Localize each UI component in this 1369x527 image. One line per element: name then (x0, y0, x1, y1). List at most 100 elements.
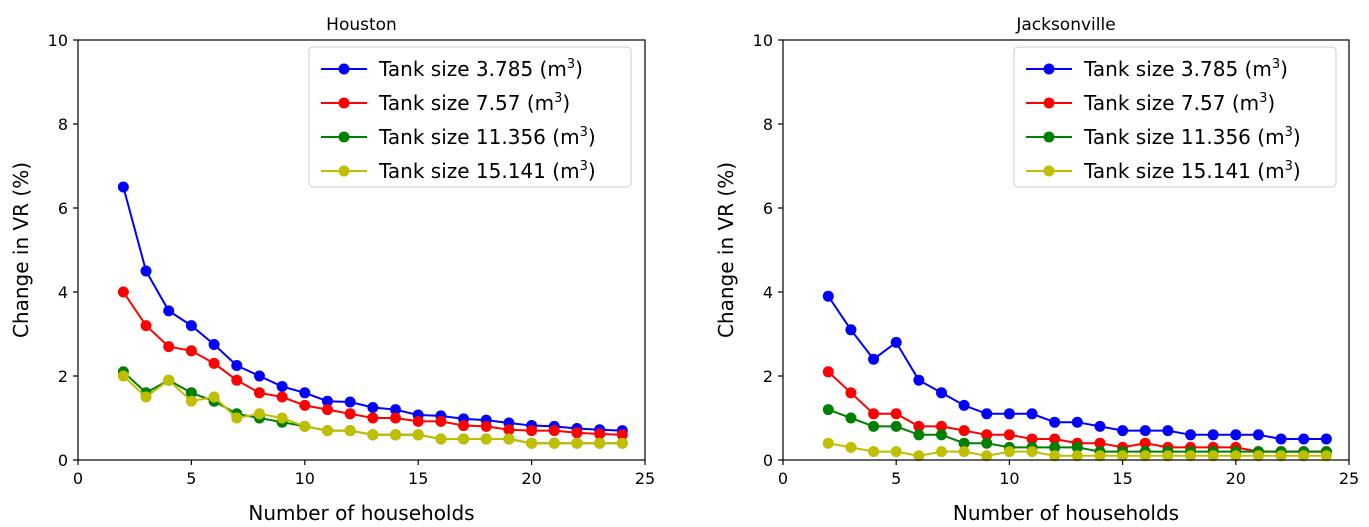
legend-item: Tank size 3.785 (m3) (1026, 57, 1288, 81)
legend-close: ) (1293, 125, 1301, 149)
data-point (1320, 433, 1332, 445)
legend-item: Tank size 11.356 (m3) (1026, 125, 1301, 149)
data-point (1252, 450, 1264, 462)
data-point (1003, 408, 1015, 420)
x-axis-label: Number of households (248, 501, 474, 525)
data-point (185, 387, 197, 399)
chart-title: Jacksonville (1015, 15, 1115, 35)
legend-name: Tank size 3.785 (378, 57, 533, 81)
data-point (253, 370, 265, 382)
legend-superscript: 3 (580, 159, 588, 174)
legend-name: Tank size 11.356 (1083, 125, 1251, 149)
legend: Tank size 3.785 (m3)Tank size 7.57 (m3)T… (1013, 46, 1337, 188)
legend-name: Tank size 3.785 (1083, 57, 1238, 81)
data-point (594, 428, 606, 440)
data-point (1275, 450, 1287, 462)
legend-name: Tank size 7.57 (378, 91, 520, 115)
data-point (299, 420, 311, 432)
legend-name: Tank size 15.141 (1083, 159, 1251, 183)
data-point (958, 425, 970, 437)
plot-frame (77, 39, 646, 461)
y-tick-label: 8 (763, 115, 773, 134)
data-point (616, 429, 628, 441)
legend-superscript: 3 (1285, 159, 1293, 174)
legend-marker (338, 97, 350, 109)
y-tick-label: 4 (58, 283, 68, 302)
legend-marker (1043, 165, 1055, 177)
y-tick-label: 4 (763, 283, 773, 302)
data-point (1298, 433, 1310, 445)
data-point (845, 324, 857, 336)
data-point (276, 412, 288, 424)
data-point (480, 420, 492, 432)
data-point (1162, 425, 1174, 437)
legend-item: Tank size 15.141 (m3) (321, 159, 596, 183)
data-point (1298, 450, 1310, 462)
plot-frame (782, 39, 1350, 461)
data-point (1071, 441, 1083, 453)
legend-superscript: 3 (1285, 125, 1293, 140)
x-tick-label: 20 (1226, 469, 1246, 488)
data-point (321, 425, 333, 437)
data-point (594, 437, 606, 449)
data-point (1320, 450, 1332, 462)
data-point (868, 408, 880, 420)
data-point (1026, 446, 1038, 458)
data-point (1139, 425, 1151, 437)
legend-unit: (m (527, 91, 554, 115)
data-point (935, 420, 947, 432)
data-point (548, 425, 560, 437)
data-point (503, 424, 515, 436)
legend-close: ) (1267, 91, 1275, 115)
x-tick-label: 0 (73, 469, 83, 488)
data-point (367, 412, 379, 424)
data-point (253, 387, 265, 399)
legend-label: Tank size 15.141 (m3) (378, 159, 596, 183)
legend-item: Tank size 3.785 (m3) (321, 57, 583, 81)
data-point (276, 381, 288, 392)
y-axis-label: Change in VR (%) (714, 162, 738, 338)
data-point (458, 433, 470, 445)
data-point (344, 396, 356, 408)
data-point (958, 399, 970, 411)
legend-item: Tank size 7.57 (m3) (321, 91, 570, 115)
data-point (140, 265, 152, 277)
legend-marker (338, 63, 350, 75)
legend-superscript: 3 (1272, 57, 1280, 72)
data-point (845, 412, 857, 424)
data-point (185, 345, 197, 357)
data-point (321, 395, 333, 407)
y-tick-label: 10 (48, 31, 68, 50)
data-point (1094, 437, 1106, 449)
legend-item: Tank size 7.57 (m3) (1026, 91, 1275, 115)
data-point (1026, 433, 1038, 445)
data-point (140, 391, 152, 403)
data-point (571, 437, 583, 449)
x-tick-label: 25 (1339, 469, 1359, 488)
series-line-0 (122, 186, 623, 432)
data-point (1049, 416, 1061, 428)
data-point (367, 402, 379, 413)
data-point (1003, 429, 1015, 441)
data-point (913, 450, 925, 462)
legend-name: Tank size 15.141 (378, 159, 546, 183)
data-point (140, 320, 152, 332)
data-point (845, 441, 857, 453)
data-point (1252, 429, 1264, 441)
legend-unit: (m (1245, 57, 1272, 81)
data-point (412, 429, 424, 441)
data-point (231, 360, 243, 371)
legend-close: ) (588, 125, 596, 149)
legend-box (1013, 46, 1337, 188)
data-point (913, 374, 925, 386)
data-point (299, 387, 311, 399)
data-point (616, 437, 628, 449)
legend-label: Tank size 7.57 (m3) (378, 91, 570, 115)
legend-label: Tank size 11.356 (m3) (1083, 125, 1301, 149)
data-point (1185, 450, 1197, 462)
legend-unit: (m (552, 125, 579, 149)
y-tick-label: 10 (753, 31, 773, 50)
data-point (299, 399, 311, 411)
data-point (890, 420, 902, 432)
y-tick-label: 2 (763, 367, 773, 386)
